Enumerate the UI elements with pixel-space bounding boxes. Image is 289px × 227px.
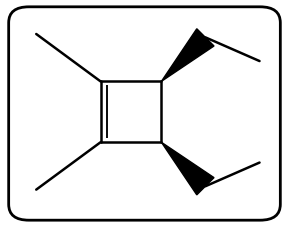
Polygon shape bbox=[162, 142, 214, 195]
Polygon shape bbox=[162, 29, 214, 81]
